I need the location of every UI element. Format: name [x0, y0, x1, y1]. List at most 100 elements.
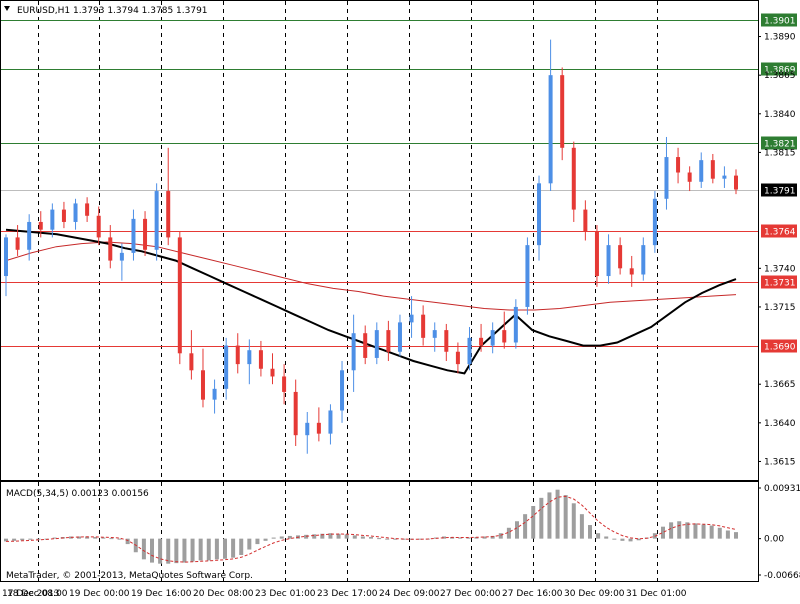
candle-body — [305, 422, 310, 436]
y-tick-label: 1.3890 — [764, 33, 796, 43]
macd-frame — [0, 481, 759, 582]
macd-bar — [328, 533, 333, 539]
x-tick-label: 30 Dec 09:00 — [564, 589, 625, 599]
candle-body — [467, 337, 472, 365]
macd-bar — [150, 538, 154, 563]
ma-slow-line — [5, 228, 737, 375]
x-tick-label: 31 Dec 01:00 — [626, 589, 687, 599]
macd-y-tick-label: 0.00 — [764, 535, 784, 545]
symbol-menu-icon[interactable] — [4, 6, 10, 11]
candle-body — [131, 218, 136, 253]
candle-body — [177, 237, 182, 354]
macd-bar — [490, 535, 495, 539]
macd-signal-line — [5, 495, 737, 563]
ma-layer — [5, 228, 737, 375]
candle-body — [537, 183, 542, 246]
candle-body — [212, 388, 217, 400]
macd-bar — [701, 524, 706, 539]
ma-fast-line — [5, 241, 737, 311]
candle-body — [85, 203, 90, 216]
macd-bar — [482, 536, 487, 539]
macd-y-tick-label: -0.00668 — [764, 571, 800, 581]
candle-body — [15, 237, 20, 250]
macd-bar — [498, 533, 503, 539]
candle-body — [154, 191, 159, 250]
macd-layer — [4, 489, 738, 564]
macd-bar — [734, 532, 738, 539]
macd-bar — [685, 522, 690, 539]
y-tick-label: 1.3740 — [764, 264, 796, 274]
macd-bar — [101, 537, 106, 539]
macd-bar — [709, 525, 714, 539]
macd-bar — [523, 514, 528, 539]
macd-bar — [352, 535, 357, 539]
candle-body — [676, 157, 681, 173]
x-tick-label: 23 Dec 17:00 — [317, 589, 378, 599]
level-label-box — [761, 13, 797, 27]
macd-bar — [458, 537, 463, 539]
candle-layer — [4, 39, 738, 454]
x-tick-label: 27 Dec 16:00 — [502, 589, 563, 599]
candle-body — [444, 330, 449, 352]
macd-bar — [206, 538, 211, 561]
candle-body — [73, 203, 78, 222]
macd-bar — [604, 536, 609, 539]
macd-bar — [198, 538, 203, 561]
macd-bar — [620, 538, 625, 541]
macd-bar — [271, 537, 276, 539]
macd-bar — [223, 538, 227, 559]
candle-body — [421, 314, 426, 338]
macd-bar — [247, 538, 252, 550]
candle-body — [386, 330, 391, 352]
macd-bar — [312, 534, 317, 539]
macd-bar — [360, 536, 365, 539]
macd-bar — [636, 538, 641, 541]
macd-bar — [466, 537, 471, 539]
candle-body — [710, 160, 715, 179]
candle-body — [270, 368, 275, 377]
macd-bar — [588, 525, 592, 539]
macd-title: MACD(5,34,5) 0.00123 0.00156 — [6, 489, 149, 499]
macd-bar — [539, 497, 544, 539]
candle-body — [618, 245, 623, 269]
level-label: 1.3731 — [764, 279, 796, 289]
macd-bar — [109, 538, 114, 540]
candle-body — [119, 252, 124, 261]
x-tick-label: 23 Dec 01:00 — [255, 589, 316, 599]
candle-body — [293, 391, 298, 436]
candle-body — [363, 333, 368, 358]
candle-body — [4, 237, 8, 277]
candle-body — [571, 147, 576, 210]
macd-bar — [628, 538, 633, 542]
macd-bar — [515, 521, 519, 539]
x-tick-label: 20 Dec 08:00 — [193, 589, 254, 599]
candle-body — [328, 410, 333, 434]
macd-bar — [287, 535, 292, 539]
hline-layer: 1.3901 1.3869 1.3821 1.3764 1.3731 1.3690 1.37… — [1, 13, 797, 353]
candle-body — [594, 231, 599, 277]
x-tick-label: 27 Dec 00:00 — [440, 589, 501, 599]
macd-bar — [442, 536, 446, 539]
macd-bar — [563, 495, 568, 539]
candle-body — [38, 221, 43, 230]
candle-body — [61, 209, 66, 222]
candle-body — [734, 175, 738, 190]
macd-bar — [255, 538, 260, 545]
y-tick-label: 1.3715 — [764, 303, 796, 313]
macd-bar — [28, 538, 33, 540]
y-tick-label: 1.3640 — [764, 419, 796, 429]
level-label-box — [761, 62, 797, 76]
candle-body — [479, 337, 484, 346]
y-tick-label: 1.3665 — [764, 380, 796, 390]
macd-bar — [320, 533, 325, 539]
macd-bar — [77, 536, 81, 539]
macd-bar — [474, 537, 479, 539]
x-tick-label: 24 Dec 09:00 — [379, 589, 440, 599]
macd-bar — [531, 506, 536, 539]
candle-body — [490, 330, 495, 346]
macd-bar — [12, 538, 17, 541]
candle-body — [351, 333, 356, 371]
macd-bar — [239, 538, 244, 555]
macd-bar — [52, 537, 57, 539]
